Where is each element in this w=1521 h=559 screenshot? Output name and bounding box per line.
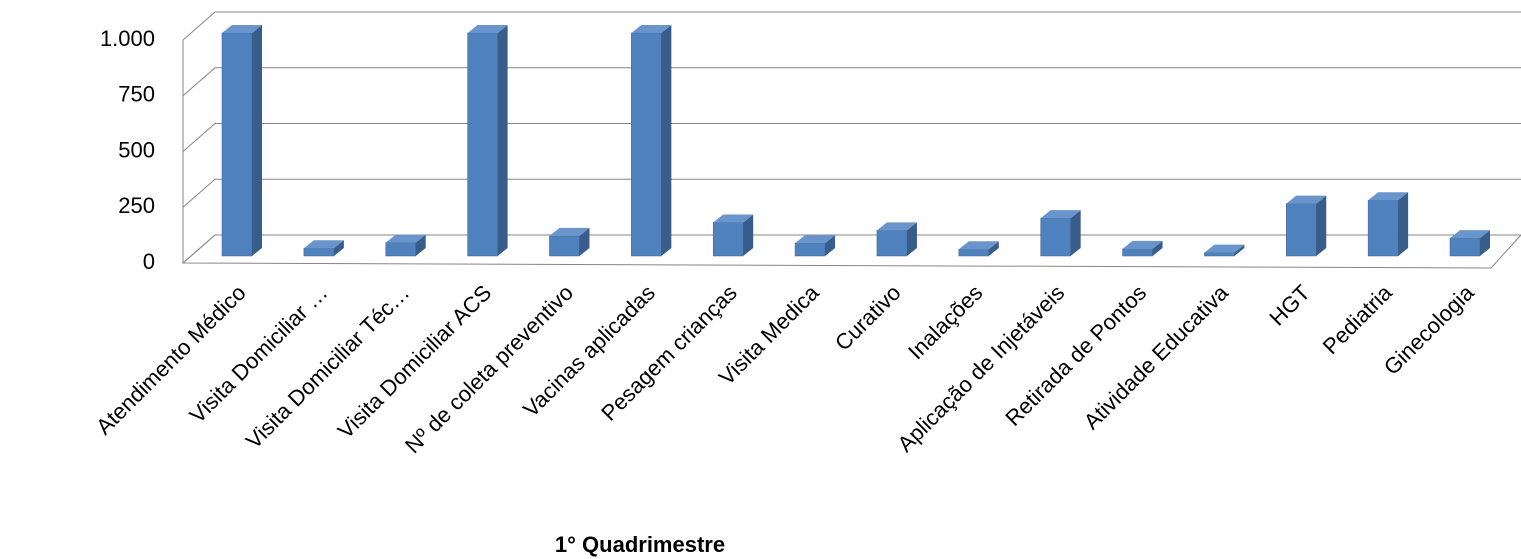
- bar-top: [958, 241, 999, 250]
- bar-side: [1480, 230, 1490, 256]
- bar-top: [876, 222, 917, 231]
- x-tick-label: Curativo: [830, 280, 906, 356]
- grid-line: [182, 67, 1521, 97]
- x-tick-label: Atividade Educativa: [1079, 279, 1234, 434]
- bar-side: [579, 227, 590, 256]
- y-tick-label: 0: [143, 249, 155, 274]
- grid-line: [182, 178, 1521, 208]
- bar-front: [221, 32, 253, 257]
- bar-side: [1234, 244, 1245, 256]
- bar-front: [712, 222, 744, 257]
- bar-top: [713, 214, 754, 223]
- y-tick-label: 500: [118, 137, 155, 162]
- bar-front: [385, 242, 416, 257]
- y-tick-label: 250: [118, 193, 155, 218]
- x-tick-label: Pesagem crianças: [596, 280, 742, 426]
- bar-side: [661, 25, 672, 256]
- bar-top: [1286, 195, 1327, 204]
- bar-side: [497, 25, 508, 256]
- bar-side: [415, 234, 426, 256]
- bar-front: [1204, 252, 1235, 257]
- bar-top: [1368, 192, 1409, 201]
- bar-side: [825, 235, 836, 256]
- bar-side: [906, 222, 917, 256]
- x-tick-label: Ginecologia: [1379, 279, 1479, 379]
- bar-top: [631, 25, 672, 33]
- x-axis-title: 1° Quadrimestre: [555, 532, 725, 557]
- x-tick-label: Visita Domiciliar Téc…: [241, 280, 415, 454]
- bar-side: [333, 240, 344, 256]
- x-tick-label: Atendimento Médico: [91, 280, 250, 439]
- bar-side: [1152, 240, 1163, 256]
- y-tick-label: 750: [118, 82, 155, 107]
- bar-front: [1040, 217, 1071, 257]
- bar-front: [1286, 203, 1317, 257]
- bar-top: [467, 25, 508, 33]
- x-tick-label: Visita Domiciliar …: [185, 280, 333, 428]
- bar-top: [795, 235, 836, 244]
- bar-top: [303, 240, 344, 249]
- bar-front: [549, 235, 580, 257]
- bar-front: [876, 230, 908, 257]
- bar-side: [743, 214, 754, 256]
- bar-top: [1450, 230, 1490, 239]
- x-tick-label: Retirada de Pontos: [1000, 280, 1151, 431]
- bar-top: [1040, 210, 1081, 219]
- bar-top: [222, 25, 262, 33]
- bar-side: [988, 241, 999, 256]
- x-tick-label: Nº de coleta preventivo: [400, 280, 578, 458]
- grid-line: [182, 123, 1521, 152]
- x-tick-label: Visita Domiciliar ACS: [333, 280, 496, 443]
- bar-front: [467, 32, 498, 257]
- bar-top: [1122, 240, 1163, 249]
- bar-front: [958, 249, 990, 257]
- grid-line: [182, 234, 1521, 264]
- grid-line: [182, 11, 1521, 41]
- bar-front: [1449, 237, 1481, 257]
- bar-front: [1367, 200, 1399, 257]
- bar-front: [631, 32, 662, 257]
- x-tick-label: Inalações: [903, 280, 987, 364]
- bar-front: [303, 247, 335, 257]
- bar-front: [794, 242, 826, 257]
- bar-top: [549, 227, 590, 236]
- bar-top: [1204, 244, 1245, 253]
- bar-side: [1316, 195, 1327, 256]
- bar-top: [385, 234, 426, 243]
- bar-side: [1070, 210, 1081, 256]
- x-tick-label: HGT: [1264, 280, 1315, 331]
- y-tick-label: 1.000: [100, 26, 155, 51]
- bar-front: [1122, 248, 1153, 257]
- x-tick-label: Aplicação de Injetáveis: [893, 280, 1070, 457]
- bar-side: [1398, 192, 1409, 256]
- x-tick-label: Pediatria: [1318, 279, 1398, 359]
- bar-side: [252, 25, 262, 256]
